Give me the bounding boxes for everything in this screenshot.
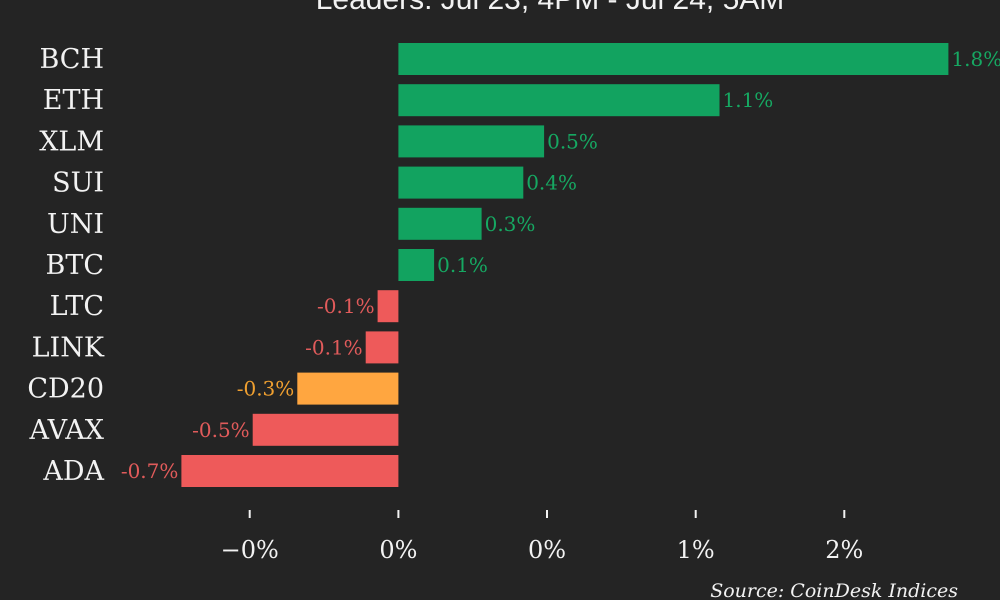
value-label-ada: -0.7% bbox=[121, 459, 179, 483]
value-label-uni: 0.3% bbox=[485, 212, 536, 236]
bar-xlm bbox=[398, 125, 545, 158]
value-label-xlm: 0.5% bbox=[547, 129, 598, 153]
bar-sui bbox=[398, 166, 524, 199]
bar-uni bbox=[398, 207, 482, 240]
x-tick-label: 2% bbox=[825, 536, 863, 564]
bar-ada bbox=[181, 455, 399, 487]
value-labels-group: 1.8% 1.1% 0.5% 0.4% 0.3% 0.1% -0.1% -0.1% -0.3% -… bbox=[121, 47, 1000, 483]
value-label-avax: -0.5% bbox=[192, 418, 250, 442]
bar-ltc bbox=[377, 290, 399, 323]
category-label-link: LINK bbox=[32, 332, 105, 363]
bar-bch bbox=[398, 43, 949, 75]
bars-group bbox=[181, 43, 949, 487]
category-label-btc: BTC bbox=[45, 250, 104, 281]
category-label-sui: SUI bbox=[52, 168, 104, 199]
x-tick-label: 1% bbox=[677, 536, 715, 564]
bar-eth bbox=[398, 84, 720, 117]
bar-avax bbox=[252, 413, 399, 446]
x-tick-label: 0% bbox=[379, 536, 417, 564]
category-label-uni: UNI bbox=[47, 209, 104, 240]
category-labels-group: BCH ETH XLM SUI UNI BTC LTC LINK CD20 AVAX ADA bbox=[27, 44, 104, 487]
x-axis: −0% 0% 0% 1% 2% bbox=[221, 510, 863, 564]
x-tick-label: 0% bbox=[528, 536, 566, 564]
x-tick-label: −0% bbox=[221, 536, 279, 564]
value-label-link: -0.1% bbox=[305, 335, 363, 359]
value-label-bch: 1.8% bbox=[951, 47, 1000, 71]
value-label-eth: 1.1% bbox=[723, 88, 774, 112]
source-note: Source: CoinDesk Indices bbox=[710, 580, 958, 600]
category-label-xlm: XLM bbox=[39, 126, 104, 157]
category-label-eth: ETH bbox=[43, 85, 104, 116]
chart-title: Leaders: Jul 23, 4PM - Jul 24, 5AM bbox=[316, 0, 785, 16]
category-label-ltc: LTC bbox=[50, 291, 104, 322]
category-label-cd20: CD20 bbox=[27, 374, 104, 405]
bar-link bbox=[365, 331, 399, 364]
bar-cd20 bbox=[297, 372, 399, 405]
category-label-avax: AVAX bbox=[28, 415, 104, 446]
category-label-bch: BCH bbox=[39, 44, 104, 75]
value-label-btc: 0.1% bbox=[437, 253, 488, 277]
value-label-cd20: -0.3% bbox=[237, 377, 295, 401]
bar-btc bbox=[398, 249, 435, 281]
value-label-sui: 0.4% bbox=[526, 171, 577, 195]
category-label-ada: ADA bbox=[42, 456, 104, 487]
value-label-ltc: -0.1% bbox=[317, 294, 375, 318]
